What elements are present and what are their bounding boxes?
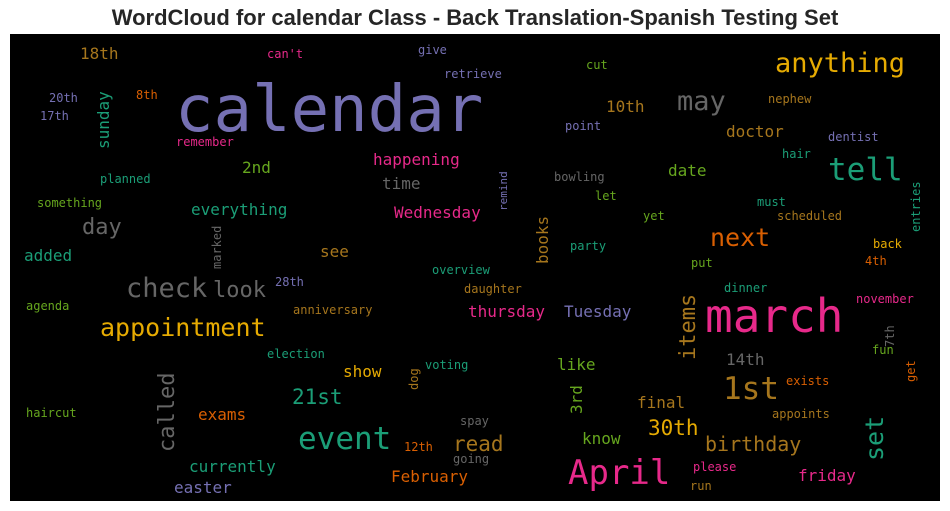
word-yet: yet (643, 209, 665, 223)
word-overview: overview (432, 263, 491, 277)
word-spay: spay (460, 414, 489, 428)
word-28th: 28th (275, 275, 304, 289)
word-february: February (391, 467, 468, 486)
word-remember: remember (176, 135, 234, 149)
word-appointment: appointment (100, 313, 266, 342)
word-date: date (668, 161, 707, 180)
word-17th: 17th (40, 109, 69, 123)
word-next: next (710, 223, 770, 252)
word-something: something (37, 196, 102, 210)
word-sunday: sunday (94, 91, 113, 149)
word-10th: 10th (606, 97, 645, 116)
word-event: event (298, 421, 391, 457)
word-called: called (155, 373, 180, 452)
word-currently: currently (189, 457, 276, 476)
word-run: run (690, 479, 712, 493)
word-18th: 18th (80, 44, 119, 63)
word-time: time (382, 174, 421, 193)
word-birthday: birthday (705, 432, 801, 456)
word-daughter: daughter (464, 282, 522, 296)
word-tell: tell (828, 152, 903, 188)
word-show: show (343, 362, 382, 381)
word-party: party (570, 239, 606, 253)
word-get: get (904, 360, 918, 382)
word-1st: 1st (723, 371, 779, 407)
wordcloud-svg: calendar march April event anything appointme… (24, 43, 923, 497)
word-give: give (418, 43, 447, 57)
word-14th: 14th (726, 350, 765, 369)
word-check: check (126, 273, 207, 304)
chart-title: WordCloud for calendar Class - Back Tran… (111, 5, 839, 30)
word-must: must (757, 195, 786, 209)
word-items: items (676, 294, 701, 360)
word-everything: everything (191, 200, 287, 219)
word-dinner: dinner (724, 281, 767, 295)
word-let: let (595, 189, 617, 203)
word-fun: fun (872, 343, 894, 357)
word-set: set (860, 416, 889, 461)
word-day: day (82, 215, 122, 240)
word-anything: anything (775, 48, 905, 79)
word-exists: exists (786, 374, 829, 388)
word-21st: 21st (292, 385, 343, 409)
word-happening: happening (373, 150, 460, 169)
word-can-t: can't (267, 47, 303, 61)
word-friday: friday (798, 466, 856, 485)
word-tuesday: Tuesday (564, 302, 632, 321)
word-march: march (705, 289, 843, 343)
word-may: may (677, 86, 726, 117)
word-retrieve: retrieve (444, 67, 502, 81)
word-2nd: 2nd (242, 158, 271, 177)
word-calendar: calendar (175, 73, 483, 147)
word-election: election (267, 347, 325, 361)
word-final: final (637, 393, 685, 412)
word-voting: voting (425, 358, 468, 372)
word-books: books (533, 216, 552, 264)
word-back: back (873, 237, 903, 251)
word-marked: marked (210, 226, 224, 269)
word-3rd: 3rd (567, 385, 586, 414)
word-30th: 30th (648, 416, 699, 440)
word-appoints: appoints (772, 407, 830, 421)
word-like: like (557, 355, 596, 374)
word-thursday: thursday (468, 302, 545, 321)
word-4th: 4th (865, 254, 887, 268)
wordcloud-canvas: calendar march April event anything appointme… (10, 34, 940, 501)
word-remind: remind (497, 171, 510, 211)
word-going: going (453, 452, 489, 466)
word-dentist: dentist (828, 130, 879, 144)
word-added: added (24, 246, 72, 265)
word-7th: 7th (883, 325, 897, 347)
word-see: see (320, 242, 349, 261)
word-april: April (568, 453, 670, 493)
word-bowling: bowling (554, 170, 605, 184)
word-put: put (691, 256, 713, 270)
word-entries: entries (909, 181, 923, 232)
word-8th: 8th (136, 88, 158, 102)
word-cut: cut (586, 58, 608, 72)
word-read: read (453, 432, 504, 456)
word-agenda: agenda (26, 299, 69, 313)
word-dog: dog (407, 368, 421, 390)
word-know: know (582, 429, 621, 448)
word-20th: 20th (49, 91, 78, 105)
word-please: please (693, 460, 736, 474)
word-look: look (213, 278, 266, 303)
word-easter: easter (174, 478, 232, 497)
word-planned: planned (100, 172, 151, 186)
word-scheduled: scheduled (777, 209, 842, 223)
word-hair: hair (782, 147, 811, 161)
word-haircut: haircut (26, 406, 77, 420)
word-november: november (856, 292, 914, 306)
word-doctor: doctor (726, 122, 784, 141)
word-exams: exams (198, 405, 246, 424)
word-12th: 12th (404, 440, 433, 454)
word-point: point (565, 119, 601, 133)
word-nephew: nephew (768, 92, 812, 106)
word-anniversary: anniversary (293, 303, 372, 317)
word-wednesday: Wednesday (394, 203, 481, 222)
